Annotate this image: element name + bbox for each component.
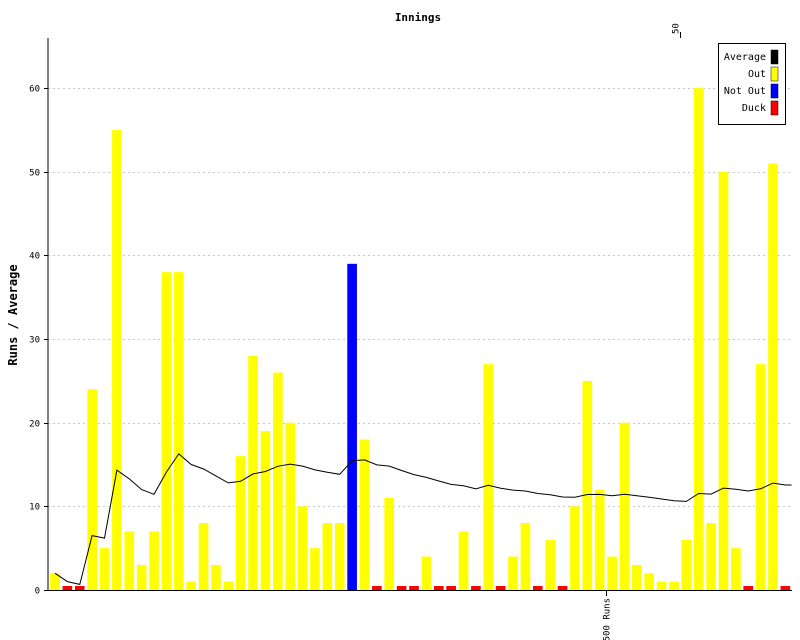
out-bar xyxy=(149,531,159,590)
y-tick-label: 0 xyxy=(35,587,40,597)
duck-bar xyxy=(433,586,444,590)
out-bar xyxy=(198,523,209,590)
out-bar xyxy=(310,548,320,590)
bottom-milestone-label: 500 Runs xyxy=(603,598,613,640)
duck-bar xyxy=(446,586,456,590)
y-axis-ticks: 0 10 20 30 40 50 60 xyxy=(29,85,48,597)
out-bar xyxy=(173,272,184,590)
y-tick-label: 20 xyxy=(29,420,40,430)
not-out-bar xyxy=(347,263,357,590)
duck-bar xyxy=(396,586,407,590)
legend-swatch xyxy=(770,83,779,99)
average-line xyxy=(54,453,792,585)
out-bar xyxy=(211,564,221,590)
out-bar xyxy=(87,389,97,590)
out-bar xyxy=(545,539,556,590)
duck-bar xyxy=(780,586,791,590)
out-bar xyxy=(768,163,778,591)
y-tick-label: 60 xyxy=(29,85,40,95)
out-bar xyxy=(508,556,518,590)
out-bar xyxy=(223,581,234,590)
out-bar xyxy=(285,422,296,590)
duck-bar xyxy=(409,586,419,590)
out-bar xyxy=(644,573,655,590)
y-tick-label: 40 xyxy=(29,252,40,262)
milestone-markers: 50 500 Runs xyxy=(603,23,682,640)
top-milestone-label: 50 xyxy=(672,23,682,34)
out-bar xyxy=(520,523,531,590)
average-line-group xyxy=(54,453,792,585)
out-bar xyxy=(297,506,308,590)
bars xyxy=(50,88,791,591)
out-bar xyxy=(235,456,246,590)
y-tick-label: 30 xyxy=(29,336,40,346)
out-bar xyxy=(124,531,135,590)
out-bar xyxy=(322,523,333,590)
gridlines xyxy=(48,88,792,507)
duck-bar xyxy=(372,586,382,590)
out-bar xyxy=(421,556,432,590)
out-bar xyxy=(656,581,667,590)
duck-bar xyxy=(532,586,543,590)
duck-bar xyxy=(743,586,754,590)
out-bar xyxy=(693,88,704,590)
y-axis-label: Runs / Average xyxy=(6,264,20,365)
legend-label: Average xyxy=(724,52,766,63)
out-bar xyxy=(458,531,469,590)
out-bar xyxy=(669,581,679,590)
legend-label: Not Out xyxy=(724,86,766,97)
out-bar xyxy=(136,564,147,590)
duck-bar xyxy=(495,586,506,590)
out-bar xyxy=(186,581,197,590)
legend-swatch xyxy=(770,49,779,65)
y-tick-label: 50 xyxy=(29,169,40,179)
out-bar xyxy=(632,564,642,590)
out-bar xyxy=(260,431,271,590)
out-bar xyxy=(607,556,617,590)
out-bar xyxy=(273,372,283,590)
duck-bar xyxy=(74,586,85,590)
out-bar xyxy=(359,439,370,590)
out-bar xyxy=(755,364,766,590)
legend-label: Out xyxy=(748,69,766,80)
legend-swatch xyxy=(770,100,779,116)
out-bar xyxy=(582,380,593,590)
out-bar xyxy=(619,422,630,590)
legend-swatch xyxy=(770,66,779,82)
legend-label: Duck xyxy=(742,103,766,114)
duck-bar xyxy=(62,586,73,590)
out-bar xyxy=(248,355,258,590)
out-bar xyxy=(681,539,692,590)
out-bar xyxy=(384,498,395,590)
out-bar xyxy=(706,523,716,590)
out-bar xyxy=(161,272,172,590)
legend: Average Out Not Out Duck xyxy=(718,43,786,125)
out-bar xyxy=(50,573,60,590)
out-bar xyxy=(594,489,605,590)
out-bar xyxy=(99,548,110,590)
y-tick-label: 10 xyxy=(29,503,40,513)
out-bar xyxy=(731,548,741,590)
out-bar xyxy=(483,364,494,590)
out-bar xyxy=(570,506,580,590)
chart-title: Innings xyxy=(395,11,441,24)
out-bar xyxy=(718,171,729,590)
out-bar xyxy=(334,523,345,590)
out-bar xyxy=(112,130,122,590)
duck-bar xyxy=(557,586,568,590)
duck-bar xyxy=(471,586,481,590)
